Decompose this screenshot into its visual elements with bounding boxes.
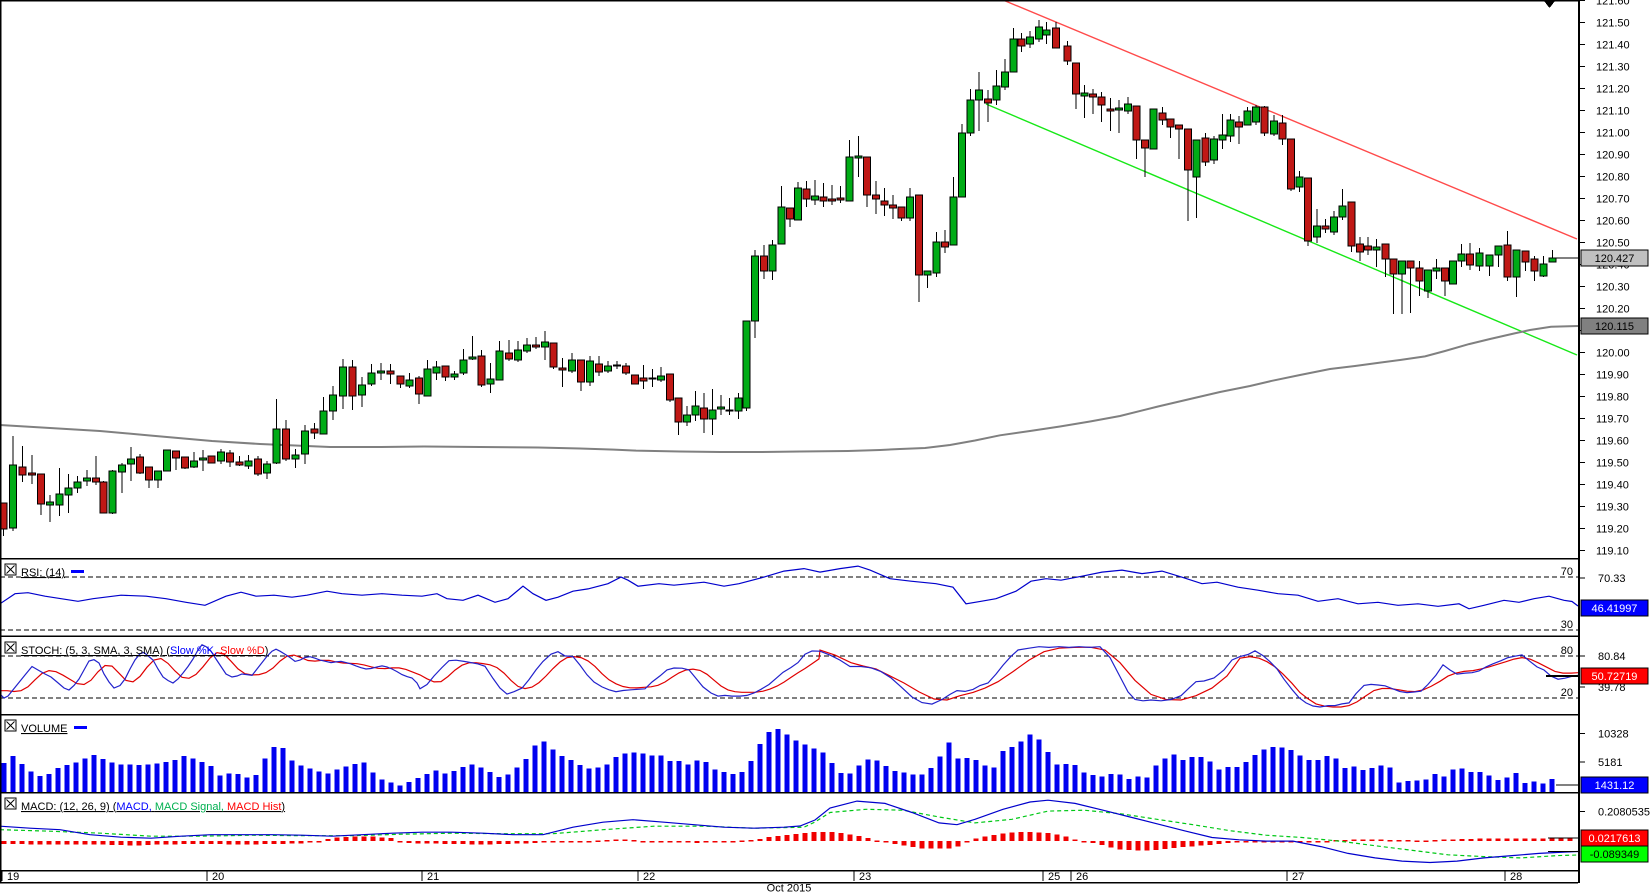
svg-text:22: 22	[643, 871, 655, 883]
svg-text:120.115: 120.115	[1595, 321, 1634, 333]
svg-text:0.0217613: 0.0217613	[1589, 833, 1641, 845]
svg-text:119.60: 119.60	[1596, 435, 1629, 447]
svg-text:120.50: 120.50	[1596, 237, 1630, 249]
svg-text:26: 26	[1076, 871, 1088, 883]
svg-text:121.00: 121.00	[1596, 127, 1630, 139]
svg-text:30: 30	[1561, 619, 1573, 631]
svg-text:80.84: 80.84	[1598, 651, 1626, 663]
svg-text:120.60: 120.60	[1596, 215, 1630, 227]
svg-text:MACD: (12, 26, 9) (MACD, MACD: MACD: (12, 26, 9) (MACD, MACD Signal, MA…	[21, 801, 285, 813]
svg-text:120.20: 120.20	[1596, 303, 1630, 315]
svg-text:121.10: 121.10	[1596, 105, 1630, 117]
svg-text:119.40: 119.40	[1596, 479, 1629, 491]
svg-text:5181: 5181	[1598, 757, 1622, 769]
svg-text:46.41997: 46.41997	[1592, 603, 1638, 615]
svg-text:120.70: 120.70	[1596, 193, 1630, 205]
svg-text:10328: 10328	[1598, 729, 1629, 741]
svg-text:VOLUME: VOLUME	[21, 723, 67, 735]
svg-text:120.80: 120.80	[1596, 171, 1630, 183]
svg-text:119.30: 119.30	[1596, 501, 1629, 513]
svg-text:23: 23	[859, 871, 871, 883]
svg-text:20: 20	[212, 871, 224, 883]
svg-text:80: 80	[1561, 645, 1573, 657]
svg-text:28: 28	[1510, 871, 1522, 883]
svg-text:120.30: 120.30	[1596, 281, 1630, 293]
svg-text:121.20: 121.20	[1596, 83, 1630, 95]
svg-text:70: 70	[1561, 566, 1573, 578]
svg-text:120.90: 120.90	[1596, 149, 1630, 161]
svg-text:119.90: 119.90	[1596, 369, 1629, 381]
svg-text:21: 21	[427, 871, 439, 883]
svg-text:119.20: 119.20	[1596, 523, 1629, 535]
svg-text:119.50: 119.50	[1596, 457, 1629, 469]
svg-text:121.60: 121.60	[1596, 0, 1630, 7]
svg-text:27: 27	[1292, 871, 1304, 883]
svg-text:121.30: 121.30	[1596, 61, 1630, 73]
svg-text:119.70: 119.70	[1596, 413, 1629, 425]
svg-text:Oct 2015: Oct 2015	[767, 883, 812, 895]
svg-text:20: 20	[1561, 687, 1573, 699]
svg-text:1431.12: 1431.12	[1595, 780, 1635, 792]
svg-text:RSI: (14): RSI: (14)	[21, 567, 65, 579]
svg-text:119.10: 119.10	[1596, 545, 1629, 557]
svg-text:25: 25	[1048, 871, 1060, 883]
svg-text:39.78: 39.78	[1598, 682, 1626, 694]
svg-text:0.2080535: 0.2080535	[1598, 807, 1650, 819]
svg-text:19: 19	[7, 871, 19, 883]
svg-text:121.50: 121.50	[1596, 17, 1630, 29]
svg-text:119.80: 119.80	[1596, 391, 1629, 403]
svg-text:120.427: 120.427	[1595, 253, 1635, 265]
svg-text:120.00: 120.00	[1596, 347, 1630, 359]
svg-text:50.72719: 50.72719	[1592, 671, 1638, 683]
svg-text:STOCH: (5, 3, SMA, 3, SMA) (Sl: STOCH: (5, 3, SMA, 3, SMA) (Slow %K, Slo…	[21, 645, 268, 657]
svg-text:121.40: 121.40	[1596, 39, 1630, 51]
svg-text:-0.089349: -0.089349	[1590, 849, 1640, 861]
svg-text:70.33: 70.33	[1598, 573, 1626, 585]
